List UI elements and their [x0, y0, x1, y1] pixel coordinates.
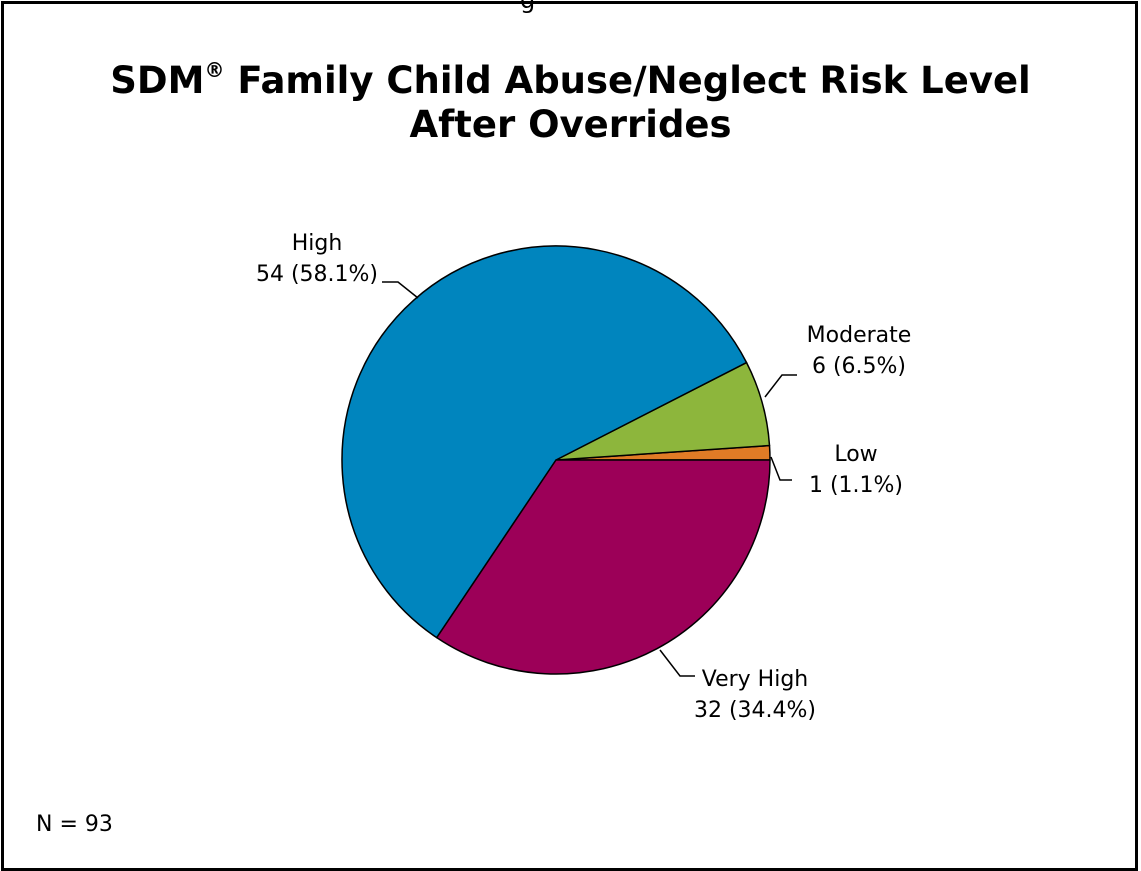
- slice-value-low: 1 (1.1%): [809, 473, 903, 498]
- slice-label-very-high: Very High: [702, 667, 809, 692]
- chart-title-rest: Family Child Abuse/Neglect Risk Level: [224, 59, 1031, 102]
- chart-title-line2: After Overrides: [409, 103, 732, 146]
- leader-line-low: [770, 456, 792, 481]
- chart-title: SDM® Family Child Abuse/Neglect Risk Lev…: [0, 48, 1141, 147]
- sample-size-label: N = 93: [36, 812, 113, 837]
- clipped-header-text: g: [520, 0, 536, 14]
- slice-label-high: High: [292, 231, 343, 256]
- pie-slice-very-high: [435, 459, 771, 675]
- registered-mark: ®: [204, 58, 225, 82]
- slice-value-moderate: 6 (6.5%): [812, 354, 906, 379]
- leader-line-high: [382, 281, 419, 299]
- slice-label-low: Low: [834, 442, 877, 467]
- slice-value-high: 54 (58.1%): [256, 262, 378, 287]
- pie-slice-high: [341, 245, 748, 639]
- leader-line-moderate: [764, 374, 797, 398]
- slice-value-very-high: 32 (34.4%): [694, 698, 816, 723]
- slice-label-moderate: Moderate: [807, 323, 912, 348]
- leader-line-very-high: [659, 649, 695, 677]
- chart-title-main: SDM: [110, 59, 205, 102]
